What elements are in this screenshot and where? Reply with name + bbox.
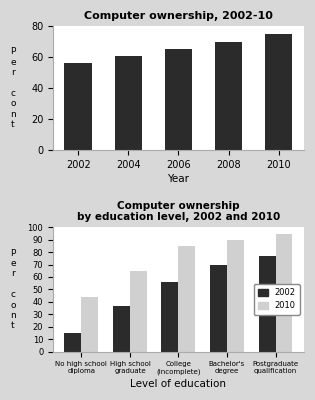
Bar: [259, 256, 276, 352]
Bar: [130, 271, 147, 352]
Bar: [215, 42, 242, 150]
Bar: [165, 49, 192, 150]
X-axis label: Level of education: Level of education: [130, 379, 226, 389]
Bar: [210, 264, 227, 352]
Bar: [65, 333, 82, 352]
Bar: [179, 246, 195, 352]
Bar: [227, 240, 244, 352]
Title: Computer ownership, 2002-10: Computer ownership, 2002-10: [84, 11, 273, 21]
Bar: [113, 306, 130, 352]
Bar: [82, 297, 98, 352]
Y-axis label: P
e
r
 
c
o
n
t: P e r c o n t: [10, 248, 16, 330]
Bar: [65, 63, 92, 150]
Legend: 2002, 2010: 2002, 2010: [254, 284, 300, 314]
Bar: [276, 234, 293, 352]
Bar: [162, 282, 179, 352]
Bar: [115, 56, 142, 150]
Y-axis label: P
e
r
 
c
o
n
t: P e r c o n t: [10, 47, 16, 129]
Bar: [265, 34, 293, 150]
Title: Computer ownership
by education level, 2002 and 2010: Computer ownership by education level, 2…: [77, 201, 280, 222]
X-axis label: Year: Year: [168, 174, 189, 184]
